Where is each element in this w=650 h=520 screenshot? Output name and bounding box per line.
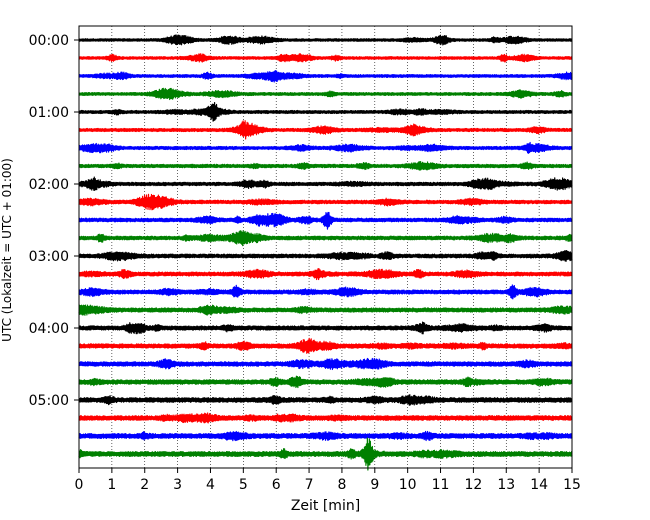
trace-row-0530 [78,430,573,442]
x-axis-ticks: 0 1 2 3 4 5 6 7 8 9 10 11 12 13 14 15 [75,468,581,493]
x-tick-label: 3 [173,477,182,493]
trace-row-0015 [78,53,573,63]
trace-row-0000 [78,34,573,46]
trace-row-0415 [78,337,573,354]
x-tick-label: 11 [432,477,450,493]
x-tick-label: 1 [107,477,116,493]
trace-row-0300 [78,250,573,262]
y-axis-title: UTC (Lokalzeit = UTC + 01:00) [0,158,14,342]
x-tick-label: 7 [305,477,314,493]
x-tick-label: 12 [464,477,482,493]
trace-row-0215 [78,193,573,211]
trace-row-0515 [78,412,573,424]
trace-row-0500 [78,394,573,406]
trace-row-0330 [78,284,573,300]
x-tick-label: 5 [239,477,248,493]
trace-row-0545 [78,437,573,471]
trace-row-0115 [78,120,573,140]
trace-row-0100 [78,101,573,122]
x-tick-label: 4 [206,477,215,493]
x-tick-label: 2 [140,477,149,493]
x-tick-label: 6 [272,477,281,493]
x-tick-label: 15 [563,477,581,493]
x-tick-label: 13 [497,477,515,493]
trace-row-0230 [78,211,573,230]
seismogram-traces [78,34,573,471]
x-tick-label: 9 [370,477,379,493]
trace-row-0245 [78,230,573,247]
trace-row-0145 [78,161,573,171]
trace-row-0315 [78,268,573,281]
y-tick-label: 04:00 [29,321,69,337]
y-tick-label: 05:00 [29,393,69,409]
trace-row-0200 [78,176,573,191]
x-axis-title: Zeit [min] [291,498,360,514]
y-axis-ticks: 00:00 01:00 02:00 03:00 04:00 05:00 [29,33,79,409]
y-tick-label: 01:00 [29,105,69,121]
plot-frame [78,25,573,469]
trace-row-0345 [78,304,573,316]
y-tick-label: 02:00 [29,177,69,193]
x-tick-label: 8 [337,477,346,493]
x-tick-label: 10 [399,477,417,493]
y-tick-label: 00:00 [29,33,69,49]
y-tick-label: 03:00 [29,249,69,265]
trace-row-0445 [78,375,573,389]
trace-row-0030 [78,69,573,83]
trace-row-0045 [78,87,573,101]
x-tick-label: 0 [75,477,84,493]
trace-row-0430 [78,357,573,371]
x-tick-label: 14 [530,477,548,493]
trace-row-0130 [78,141,573,154]
trace-row-0400 [78,321,573,335]
